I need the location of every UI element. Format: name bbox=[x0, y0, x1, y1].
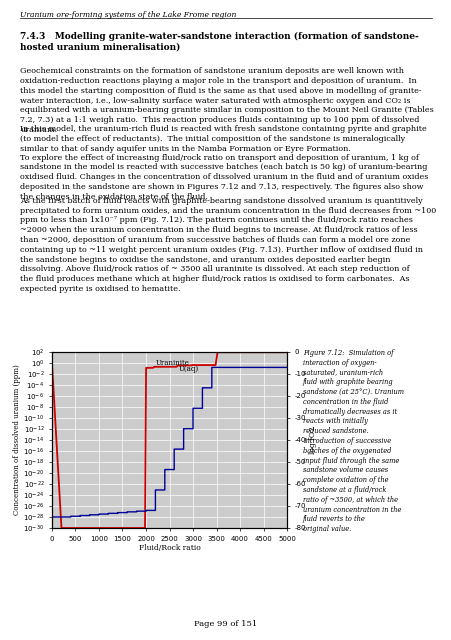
Y-axis label: log fO2: log fO2 bbox=[308, 426, 316, 454]
Text: Uraninite: Uraninite bbox=[155, 358, 189, 367]
Text: 7.4.3   Modelling granite-water-sandstone interaction (formation of sandstone-
h: 7.4.3 Modelling granite-water-sandstone … bbox=[20, 32, 418, 52]
Text: To explore the effect of increasing fluid/rock ratio on transport and deposition: To explore the effect of increasing flui… bbox=[20, 154, 428, 201]
Text: In this model, the uranium-rich fluid is reacted with fresh sandstone containing: In this model, the uranium-rich fluid is… bbox=[20, 125, 426, 153]
Text: Figure 7.12:  Simulation of
interaction of oxygen-
saturated, uranium-rich
fluid: Figure 7.12: Simulation of interaction o… bbox=[302, 349, 403, 533]
X-axis label: Fluid/Rock ratio: Fluid/Rock ratio bbox=[138, 545, 200, 552]
Text: Geochemical constraints on the formation of sandstone uranium deposits are well : Geochemical constraints on the formation… bbox=[20, 67, 433, 134]
Text: U(aq): U(aq) bbox=[179, 365, 198, 373]
Text: Uranium ore-forming systems of the Lake Frome region: Uranium ore-forming systems of the Lake … bbox=[20, 11, 236, 19]
Y-axis label: Concentration of dissolved uranium (ppm): Concentration of dissolved uranium (ppm) bbox=[13, 365, 20, 515]
Text: Page 99 of 151: Page 99 of 151 bbox=[194, 621, 257, 628]
Text: As the first batch of fluid reacts with graphite-bearing sandstone dissolved ura: As the first batch of fluid reacts with … bbox=[20, 197, 436, 293]
